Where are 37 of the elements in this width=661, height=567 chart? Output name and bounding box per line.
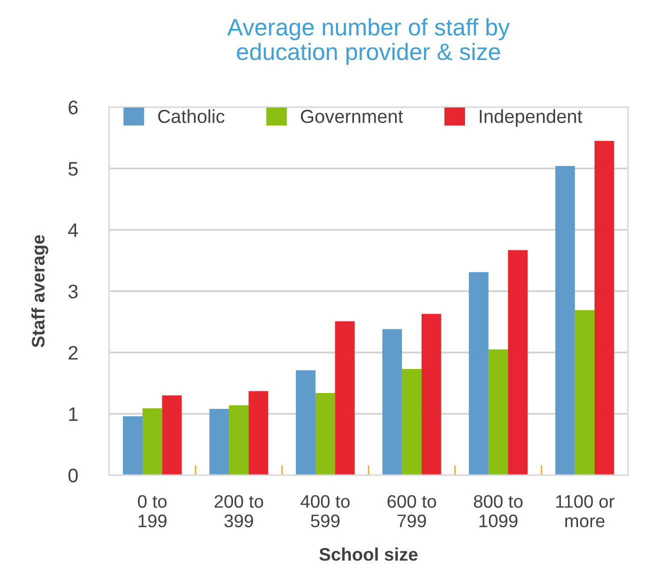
y-tick-label: 1 — [69, 407, 78, 421]
bar — [555, 166, 575, 476]
legend-label: Catholic — [158, 109, 224, 124]
bar — [335, 321, 355, 476]
bar — [162, 395, 182, 476]
x-tick-label: 1100 or more — [556, 495, 614, 528]
x-tick-label: 400 to 599 — [300, 495, 350, 528]
y-tick-label: 0 — [68, 468, 78, 482]
x-tick-label: 200 to 399 — [214, 495, 264, 528]
x-tick-label: 0 to 199 — [138, 495, 167, 528]
bar — [248, 391, 268, 476]
bar — [315, 392, 336, 476]
bar — [402, 369, 422, 476]
bar — [142, 408, 162, 476]
y-tick-label: 4 — [68, 223, 78, 237]
bar — [422, 314, 442, 476]
bar — [228, 405, 249, 476]
bar — [296, 370, 316, 476]
x-tick-label: 800 to 1099 — [474, 495, 523, 528]
y-tick-label: 3 — [68, 284, 78, 298]
x-tick-label: 600 to 799 — [388, 495, 436, 528]
bar — [574, 310, 595, 476]
bar — [382, 329, 402, 476]
y-tick-label: 5 — [68, 162, 78, 176]
y-tick-label: 6 — [68, 100, 78, 114]
bar — [488, 349, 508, 476]
bar — [122, 416, 143, 476]
y-tick-label: 2 — [68, 346, 78, 360]
chart-title: Average number of staff by education provider & size — [227, 18, 510, 65]
x-axis-title: School size — [319, 548, 418, 561]
bar — [508, 250, 528, 476]
legend-label: Independent — [480, 109, 582, 127]
bar — [209, 408, 229, 476]
bar — [594, 140, 614, 476]
legend-label: Government — [300, 110, 404, 124]
y-axis-title: Staff average — [31, 235, 48, 348]
bar — [468, 272, 488, 476]
